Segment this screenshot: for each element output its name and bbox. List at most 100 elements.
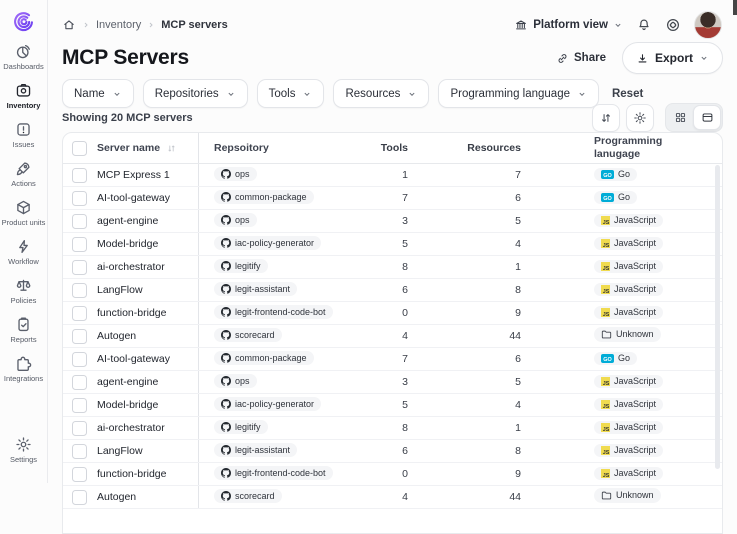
filter-chip-repositories[interactable]: Repositories bbox=[142, 79, 248, 108]
repository-badge[interactable]: legit-assistant bbox=[214, 282, 298, 296]
column-repository[interactable]: Repsoitory bbox=[214, 141, 269, 154]
table-row[interactable]: MCP Express 1 ops 1 7 GO Go bbox=[63, 164, 722, 187]
row-checkbox[interactable] bbox=[72, 236, 87, 252]
row-checkbox[interactable] bbox=[72, 213, 87, 229]
repository-badge[interactable]: legitify bbox=[214, 259, 268, 273]
filter-chip-resources[interactable]: Resources bbox=[333, 79, 430, 108]
repository-name: legitify bbox=[235, 421, 261, 432]
sidebar-item-issues[interactable]: Issues bbox=[0, 121, 47, 149]
sidebar-item-reports[interactable]: Reports bbox=[0, 316, 47, 344]
row-checkbox[interactable] bbox=[72, 190, 87, 206]
main-content: Inventory MCP servers Platform view bbox=[48, 0, 737, 534]
bell-icon[interactable] bbox=[636, 17, 652, 33]
table-row[interactable]: Model-bridge iac-policy-generator 5 4 JS Java… bbox=[63, 233, 722, 256]
tools-count: 6 bbox=[402, 445, 408, 457]
repository-badge[interactable]: scorecard bbox=[214, 489, 282, 503]
column-sort-icon[interactable] bbox=[167, 144, 176, 153]
column-resources[interactable]: Resources bbox=[467, 141, 521, 154]
row-checkbox[interactable] bbox=[72, 489, 87, 505]
grid-view-button[interactable] bbox=[667, 106, 693, 129]
row-checkbox[interactable] bbox=[72, 397, 87, 413]
repository-badge[interactable]: ops bbox=[214, 167, 257, 181]
table-row[interactable]: agent-engine ops 3 5 JS JavaScript bbox=[63, 371, 722, 394]
table-row[interactable]: LangFlow legit-assistant 6 8 JS JavaScript bbox=[63, 279, 722, 302]
scales-icon bbox=[15, 277, 32, 294]
row-checkbox[interactable] bbox=[72, 374, 87, 390]
filter-chip-tools[interactable]: Tools bbox=[256, 79, 325, 108]
filter-chip-programming-language[interactable]: Programming language bbox=[438, 79, 599, 108]
table-row[interactable]: agent-engine ops 3 5 JS JavaScript bbox=[63, 210, 722, 233]
table-row[interactable]: AI-tool-gateway common-package 7 6 GO Go bbox=[63, 348, 722, 371]
language-name: JavaScript bbox=[614, 399, 657, 409]
repository-name: legit-assistant bbox=[235, 444, 291, 455]
sidebar-item-inventory[interactable]: Inventory bbox=[0, 82, 47, 110]
repository-badge[interactable]: iac-policy-generator bbox=[214, 397, 322, 411]
server-name: function-bridge bbox=[97, 468, 167, 480]
row-checkbox[interactable] bbox=[72, 259, 87, 275]
table-row[interactable]: Model-bridge iac-policy-generator 5 4 JS Java… bbox=[63, 394, 722, 417]
column-server-name[interactable]: Server name bbox=[97, 141, 161, 154]
table-row[interactable]: Autogen scorecard 4 44 Unknown bbox=[63, 325, 722, 348]
table-row[interactable]: function-bridge legit-frontend-code-bot 0 9… bbox=[63, 302, 722, 325]
home-icon[interactable] bbox=[62, 18, 76, 32]
table-scrollbar-thumb[interactable] bbox=[715, 165, 720, 469]
repository-badge[interactable]: ops bbox=[214, 213, 257, 227]
resources-count: 5 bbox=[515, 215, 521, 227]
row-checkbox[interactable] bbox=[72, 420, 87, 436]
pie-chart-icon bbox=[15, 43, 32, 60]
repository-badge[interactable]: legitify bbox=[214, 420, 268, 434]
export-button[interactable]: Export bbox=[621, 42, 723, 74]
repository-badge[interactable]: legit-frontend-code-bot bbox=[214, 466, 333, 480]
javascript-icon: JS bbox=[601, 400, 610, 409]
sidebar-item-workflow[interactable]: Workflow bbox=[0, 238, 47, 266]
window-scrollbar-thumb[interactable] bbox=[733, 0, 737, 15]
column-tools[interactable]: Tools bbox=[380, 141, 408, 154]
language-badge: JS JavaScript bbox=[594, 283, 664, 296]
repository-badge[interactable]: ops bbox=[214, 374, 257, 388]
legit-spiral-logo[interactable] bbox=[10, 7, 38, 35]
table-settings-button[interactable] bbox=[626, 103, 654, 132]
sidebar-item-label: Issues bbox=[12, 140, 35, 149]
share-button[interactable]: Share bbox=[556, 52, 606, 65]
server-name: ai-orchestrator bbox=[97, 261, 165, 273]
sidebar-item-dashboards[interactable]: Dashboards bbox=[0, 43, 47, 71]
row-checkbox[interactable] bbox=[72, 282, 87, 298]
platform-view-selector[interactable]: Platform view bbox=[514, 18, 623, 32]
row-checkbox[interactable] bbox=[72, 351, 87, 367]
column-programming-language[interactable]: Programming lanugage bbox=[594, 135, 663, 160]
language-badge: JS JavaScript bbox=[594, 444, 664, 457]
table-row[interactable]: ai-orchestrator legitify 8 1 JS JavaScript bbox=[63, 417, 722, 440]
row-checkbox[interactable] bbox=[72, 305, 87, 321]
sidebar-item-product-units[interactable]: Product units bbox=[0, 199, 47, 227]
breadcrumb-inventory[interactable]: Inventory bbox=[96, 19, 142, 31]
repository-badge[interactable]: iac-policy-generator bbox=[214, 236, 322, 250]
table-row[interactable]: Autogen scorecard 4 44 Unknown bbox=[63, 486, 722, 509]
sidebar-item-integrations[interactable]: Integrations bbox=[0, 355, 47, 383]
table-view-button[interactable] bbox=[693, 105, 721, 130]
sidebar-item-settings[interactable]: Settings bbox=[0, 436, 47, 464]
row-checkbox[interactable] bbox=[72, 328, 87, 344]
repository-badge[interactable]: scorecard bbox=[214, 328, 282, 342]
table-row[interactable]: ai-orchestrator legitify 8 1 JS JavaScript bbox=[63, 256, 722, 279]
table-row[interactable]: LangFlow legit-assistant 6 8 JS JavaScript bbox=[63, 440, 722, 463]
row-checkbox[interactable] bbox=[72, 443, 87, 459]
javascript-icon: JS bbox=[601, 216, 610, 225]
row-checkbox[interactable] bbox=[72, 466, 87, 482]
repository-badge[interactable]: legit-frontend-code-bot bbox=[214, 305, 333, 319]
repository-badge[interactable]: common-package bbox=[214, 351, 314, 365]
resources-count: 1 bbox=[515, 261, 521, 273]
assistant-icon[interactable] bbox=[665, 17, 681, 33]
repository-badge[interactable]: common-package bbox=[214, 190, 314, 204]
repository-badge[interactable]: legit-assistant bbox=[214, 443, 298, 457]
user-avatar[interactable] bbox=[694, 11, 722, 39]
row-checkbox[interactable] bbox=[72, 167, 87, 183]
sidebar-item-policies[interactable]: Policies bbox=[0, 277, 47, 305]
select-all-checkbox[interactable] bbox=[72, 140, 87, 156]
filter-chip-name[interactable]: Name bbox=[62, 79, 134, 108]
github-icon bbox=[221, 330, 231, 340]
sort-button[interactable] bbox=[592, 103, 620, 132]
tools-count: 0 bbox=[402, 307, 408, 319]
sidebar-item-actions[interactable]: Actions bbox=[0, 160, 47, 188]
table-row[interactable]: AI-tool-gateway common-package 7 6 GO Go bbox=[63, 187, 722, 210]
reset-filters-button[interactable]: Reset bbox=[611, 87, 644, 100]
